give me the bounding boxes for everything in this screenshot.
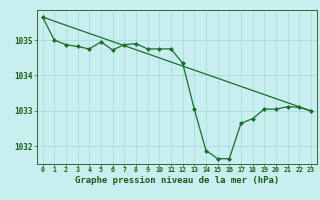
X-axis label: Graphe pression niveau de la mer (hPa): Graphe pression niveau de la mer (hPa) bbox=[75, 176, 279, 185]
